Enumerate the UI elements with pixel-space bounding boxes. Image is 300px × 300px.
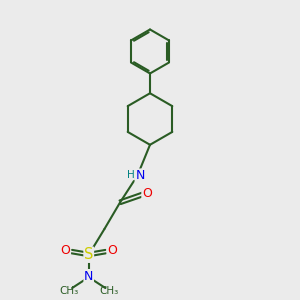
Text: CH₃: CH₃ [59,286,79,296]
Text: H: H [127,169,134,180]
Text: O: O [61,244,70,257]
Text: N: N [84,270,93,283]
Text: N: N [135,169,145,182]
Text: O: O [142,187,152,200]
Text: CH₃: CH₃ [99,286,118,296]
Text: O: O [107,244,117,257]
Text: S: S [84,247,93,262]
